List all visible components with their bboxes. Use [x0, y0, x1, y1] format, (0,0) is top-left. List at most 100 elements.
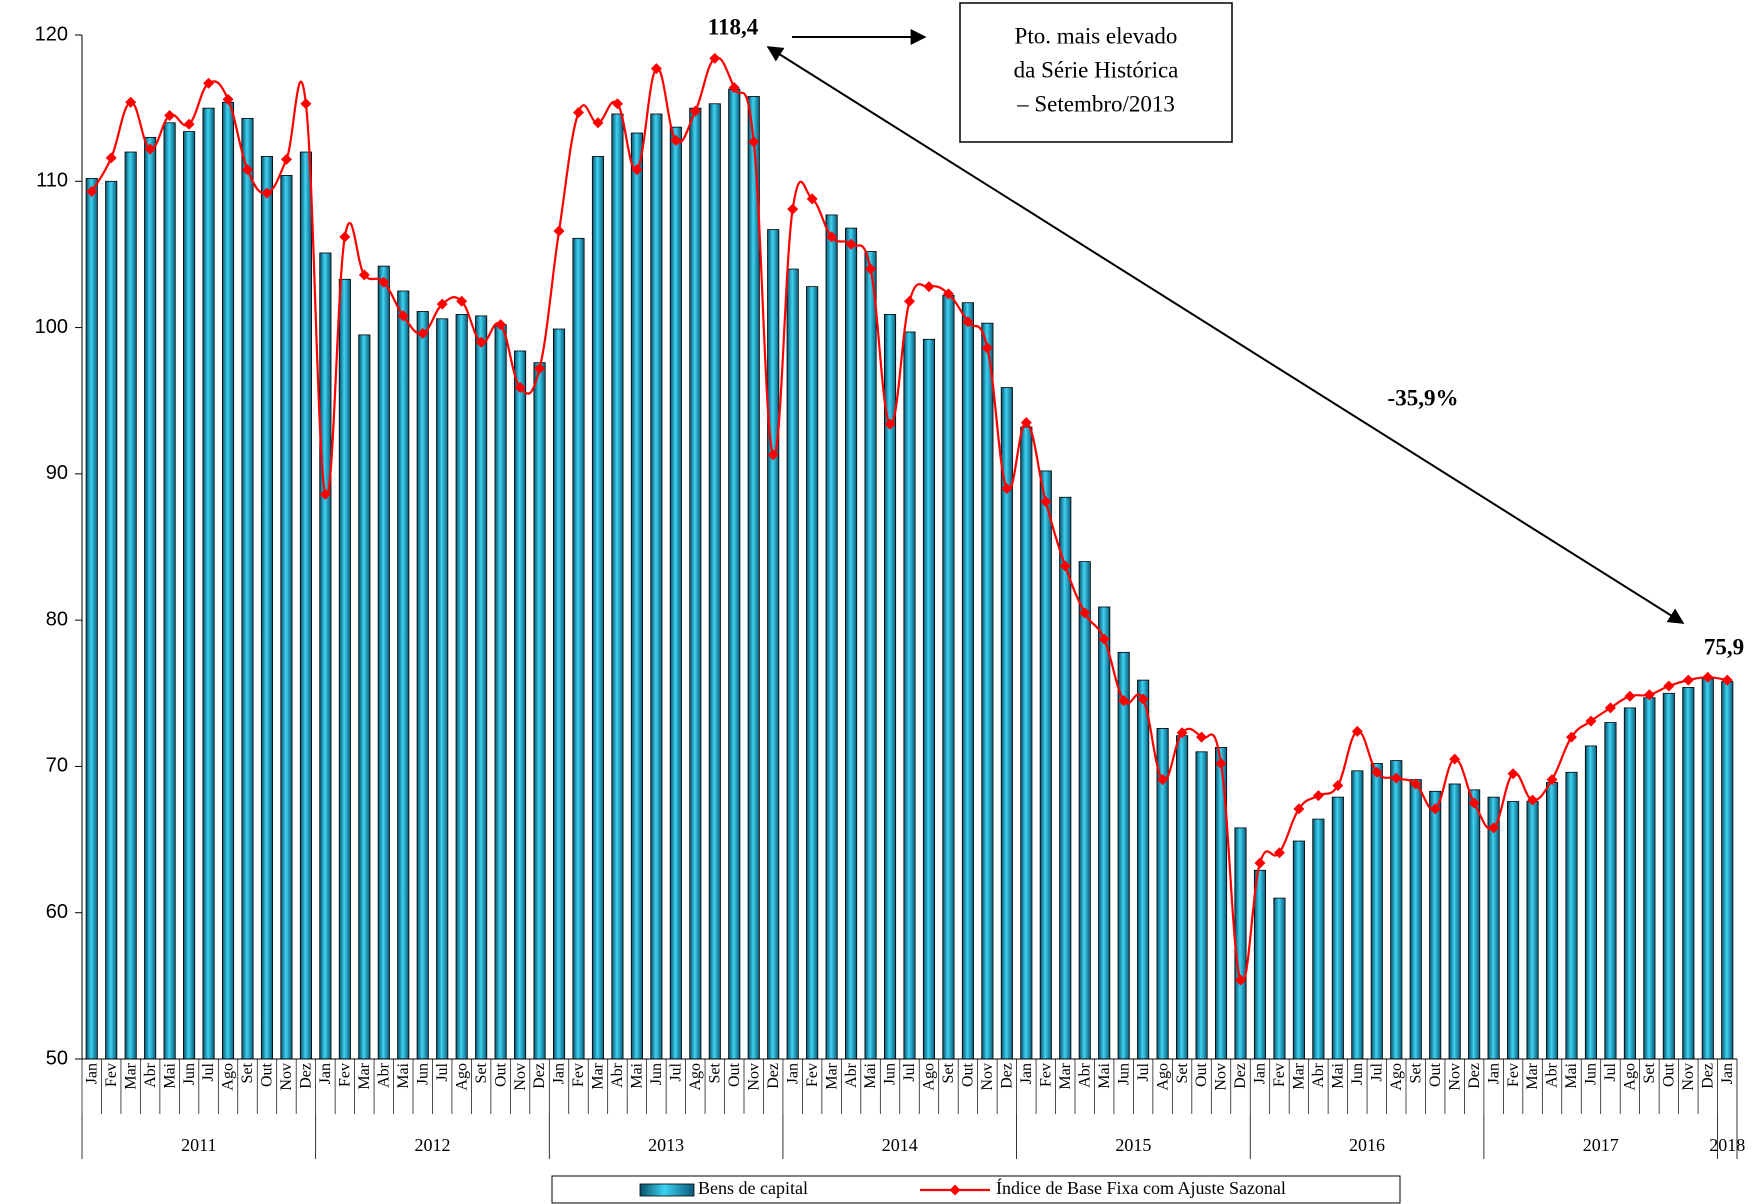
x-tick-label: Nov — [745, 1063, 762, 1091]
line-marker — [534, 363, 546, 375]
bar — [1059, 496, 1072, 1060]
bar — [397, 290, 410, 1060]
x-tick-label: Jan — [83, 1063, 100, 1084]
bar — [358, 334, 371, 1060]
x-tick-label: Jul — [434, 1062, 451, 1081]
line-marker — [1273, 847, 1285, 859]
line-marker — [631, 164, 643, 176]
bar — [864, 251, 877, 1060]
x-tick-label: Dez — [531, 1063, 548, 1089]
bar — [747, 96, 760, 1060]
bar — [630, 132, 643, 1060]
x-tick-label: Fev — [103, 1063, 120, 1087]
line-marker — [748, 136, 760, 148]
x-tick-label: Set — [473, 1062, 490, 1083]
line-marker — [105, 152, 117, 164]
bar — [1662, 692, 1675, 1060]
x-tick-label: Fev — [804, 1063, 821, 1087]
x-tick-label: Out — [492, 1062, 509, 1087]
x-tick-label: Ago — [921, 1063, 938, 1091]
bar — [494, 324, 507, 1060]
bar — [1565, 771, 1578, 1060]
line-marker — [436, 298, 448, 310]
x-tick-label: Abr — [375, 1062, 392, 1088]
line-marker — [183, 118, 195, 130]
line-marker — [1293, 803, 1305, 815]
x-tick-label: Fev — [570, 1063, 587, 1087]
x-tick-label: Nov — [1213, 1063, 1230, 1091]
bar — [903, 331, 916, 1060]
bar — [1701, 678, 1714, 1060]
line-marker — [456, 295, 468, 307]
bar — [1117, 651, 1130, 1060]
bar — [767, 229, 780, 1060]
bar — [591, 156, 605, 1060]
line-marker — [1585, 715, 1597, 727]
bar — [1682, 687, 1695, 1060]
x-tick-label: Jul — [1135, 1062, 1152, 1081]
bar — [1448, 783, 1461, 1060]
line-marker — [339, 231, 351, 243]
line-marker — [1429, 803, 1441, 815]
x-tick-label: Jan — [1719, 1063, 1736, 1084]
bar — [1390, 760, 1403, 1060]
bar — [845, 227, 858, 1060]
legend-swatch — [949, 1184, 961, 1196]
line-marker — [1254, 857, 1266, 869]
year-label: 2011 — [181, 1135, 216, 1155]
last-label: 75,9 — [1704, 634, 1744, 659]
bar — [436, 318, 449, 1060]
x-tick-label: Mar — [590, 1062, 607, 1089]
x-tick-label: Jun — [1349, 1063, 1366, 1085]
x-tick-label: Mar — [823, 1062, 840, 1089]
x-tick-label: Jun — [1583, 1063, 1600, 1085]
x-tick-label: Jul — [200, 1062, 217, 1081]
bar — [611, 113, 624, 1060]
bar — [1253, 869, 1267, 1060]
x-tick-label: Jan — [1252, 1063, 1269, 1084]
line-marker — [592, 117, 604, 129]
note-line: da Série Histórica — [1014, 57, 1179, 82]
bar — [806, 286, 819, 1060]
bar — [514, 350, 527, 1060]
line-marker — [1604, 702, 1616, 714]
line-marker — [728, 82, 740, 94]
bar — [1234, 827, 1247, 1060]
bar — [786, 268, 799, 1060]
x-tick-label: Jul — [1602, 1062, 1619, 1081]
bar — [533, 362, 546, 1060]
line-marker — [495, 319, 507, 331]
bar — [1020, 426, 1033, 1060]
line-marker — [670, 134, 682, 146]
x-tick-label: Jan — [784, 1063, 801, 1084]
line-marker — [144, 143, 156, 155]
bar — [1292, 840, 1305, 1060]
y-tick-label: 110 — [36, 170, 68, 192]
x-tick-label: Fev — [1037, 1063, 1054, 1087]
x-tick-label: Set — [706, 1062, 723, 1083]
x-tick-label: Dez — [1466, 1063, 1483, 1089]
y-tick-label: 100 — [35, 316, 68, 338]
x-tick-label: Dez — [298, 1063, 315, 1089]
line-marker — [203, 77, 215, 89]
x-tick-label: Jan — [1485, 1063, 1502, 1084]
x-tick-label: Abr — [609, 1062, 626, 1088]
line-marker — [164, 109, 176, 121]
x-tick-label: Mar — [122, 1062, 139, 1089]
line-marker — [300, 98, 312, 110]
x-tick-label: Dez — [999, 1063, 1016, 1089]
x-tick-label: Mai — [1096, 1062, 1113, 1088]
line-marker — [475, 336, 487, 348]
line-marker — [1507, 768, 1519, 780]
bar — [338, 278, 351, 1060]
line-marker — [358, 269, 370, 281]
bar — [85, 177, 98, 1060]
y-tick-label: 50 — [46, 1047, 68, 1069]
line-marker — [1390, 772, 1402, 784]
x-tick-label: Jul — [668, 1062, 685, 1081]
bar — [280, 175, 293, 1060]
x-tick-label: Jan — [1018, 1063, 1035, 1084]
year-label: 2014 — [882, 1135, 918, 1155]
